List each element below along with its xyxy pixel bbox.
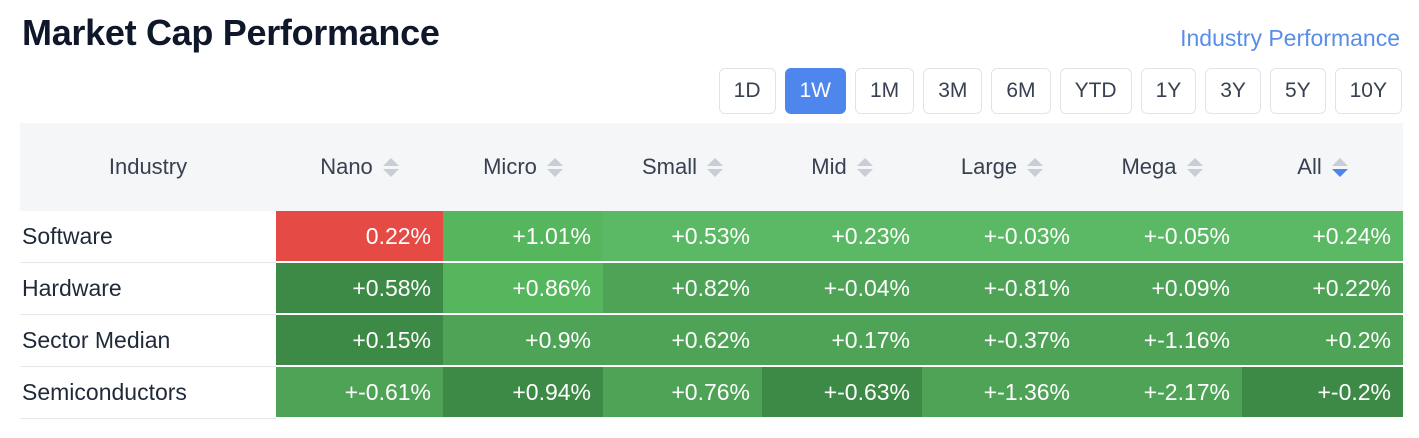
sort-icon bbox=[707, 157, 723, 177]
value-cell: +0.76% bbox=[603, 366, 762, 419]
value-cell: +0.86% bbox=[443, 262, 603, 315]
period-3y-button[interactable]: 3Y bbox=[1205, 68, 1261, 114]
column-header-nano[interactable]: Nano bbox=[276, 123, 443, 211]
industry-cell: Sector Median bbox=[20, 314, 276, 367]
column-header-mid[interactable]: Mid bbox=[762, 123, 922, 211]
period-1w-button[interactable]: 1W bbox=[784, 68, 846, 114]
column-header-micro[interactable]: Micro bbox=[443, 123, 603, 211]
table-row: Hardware +0.58% +0.86% +0.82% +-0.04% +-… bbox=[20, 262, 1403, 315]
value-cell: +-0.63% bbox=[762, 366, 922, 419]
value-cell: +-0.2% bbox=[1242, 366, 1403, 419]
value-cell: +1.01% bbox=[443, 211, 603, 263]
column-header-label: All bbox=[1297, 154, 1322, 179]
value-cell: +0.62% bbox=[603, 314, 762, 367]
column-header-label: Nano bbox=[320, 154, 373, 179]
column-header-mega[interactable]: Mega bbox=[1082, 123, 1242, 211]
sort-icon bbox=[1186, 157, 1203, 177]
period-selector: 1D 1W 1M 3M 6M YTD 1Y 3Y 5Y 10Y bbox=[718, 68, 1402, 114]
column-header-industry: Industry bbox=[20, 123, 276, 211]
column-header-label: Micro bbox=[483, 154, 537, 179]
value-cell: +0.15% bbox=[276, 314, 443, 367]
sort-icon bbox=[1027, 157, 1044, 177]
value-cell: +-1.16% bbox=[1082, 314, 1242, 367]
value-cell: +0.82% bbox=[603, 262, 762, 315]
column-header-small[interactable]: Small bbox=[603, 123, 762, 211]
period-ytd-button[interactable]: YTD bbox=[1059, 68, 1132, 114]
value-cell: +0.09% bbox=[1082, 262, 1242, 315]
period-3m-button[interactable]: 3M bbox=[923, 68, 983, 114]
column-header-large[interactable]: Large bbox=[922, 123, 1082, 211]
sort-icon bbox=[856, 157, 873, 177]
table-row: Software 0.22% +1.01% +0.53% +0.23% +-0.… bbox=[20, 211, 1403, 263]
value-cell: +0.94% bbox=[443, 366, 603, 419]
value-cell: +-0.37% bbox=[922, 314, 1082, 367]
industry-cell: Semiconductors bbox=[20, 366, 276, 419]
industry-cell: Hardware bbox=[20, 262, 276, 315]
column-header-label: Large bbox=[960, 154, 1018, 179]
column-header-label: Small bbox=[641, 154, 697, 179]
value-cell: +0.58% bbox=[276, 262, 443, 315]
value-cell: +-0.81% bbox=[922, 262, 1082, 315]
column-header-label: Mega bbox=[1121, 154, 1177, 179]
value-cell: +-0.05% bbox=[1082, 211, 1242, 263]
value-cell: +0.22% bbox=[1242, 262, 1403, 315]
value-cell: +0.23% bbox=[762, 211, 922, 263]
period-1y-button[interactable]: 1Y bbox=[1140, 68, 1197, 114]
period-6m-button[interactable]: 6M bbox=[991, 68, 1051, 114]
value-cell: +0.53% bbox=[603, 211, 762, 263]
sort-icon bbox=[546, 157, 563, 177]
table-header-row: Industry Nano Micro Small Mid Large Mega… bbox=[20, 123, 1403, 211]
period-1d-button[interactable]: 1D bbox=[718, 68, 776, 114]
column-header-label: Mid bbox=[811, 154, 847, 179]
period-1m-button[interactable]: 1M bbox=[855, 68, 915, 114]
industry-performance-link[interactable]: Industry Performance bbox=[1180, 25, 1400, 51]
value-cell: +0.17% bbox=[762, 314, 922, 367]
value-cell: +-0.04% bbox=[762, 262, 922, 315]
page-title: Market Cap Performance bbox=[22, 12, 440, 53]
market-cap-table: Industry Nano Micro Small Mid Large Mega… bbox=[20, 123, 1403, 419]
value-cell: +0.2% bbox=[1242, 314, 1403, 367]
column-header-label: Industry bbox=[108, 154, 188, 179]
sort-icon bbox=[382, 157, 399, 177]
value-cell: 0.22% bbox=[276, 211, 443, 263]
industry-cell: Software bbox=[20, 211, 276, 263]
value-cell: +-0.03% bbox=[922, 211, 1082, 263]
value-cell: +-0.61% bbox=[276, 366, 443, 419]
column-header-all[interactable]: All bbox=[1242, 123, 1403, 211]
value-cell: +0.9% bbox=[443, 314, 603, 367]
sort-descending-icon bbox=[1331, 157, 1348, 177]
value-cell: +-2.17% bbox=[1082, 366, 1242, 419]
value-cell: +0.24% bbox=[1242, 211, 1403, 263]
table-row: Sector Median +0.15% +0.9% +0.62% +0.17%… bbox=[20, 314, 1403, 367]
table-row: Semiconductors +-0.61% +0.94% +0.76% +-0… bbox=[20, 366, 1403, 419]
period-10y-button[interactable]: 10Y bbox=[1334, 68, 1402, 114]
value-cell: +-1.36% bbox=[922, 366, 1082, 419]
period-5y-button[interactable]: 5Y bbox=[1269, 68, 1326, 114]
